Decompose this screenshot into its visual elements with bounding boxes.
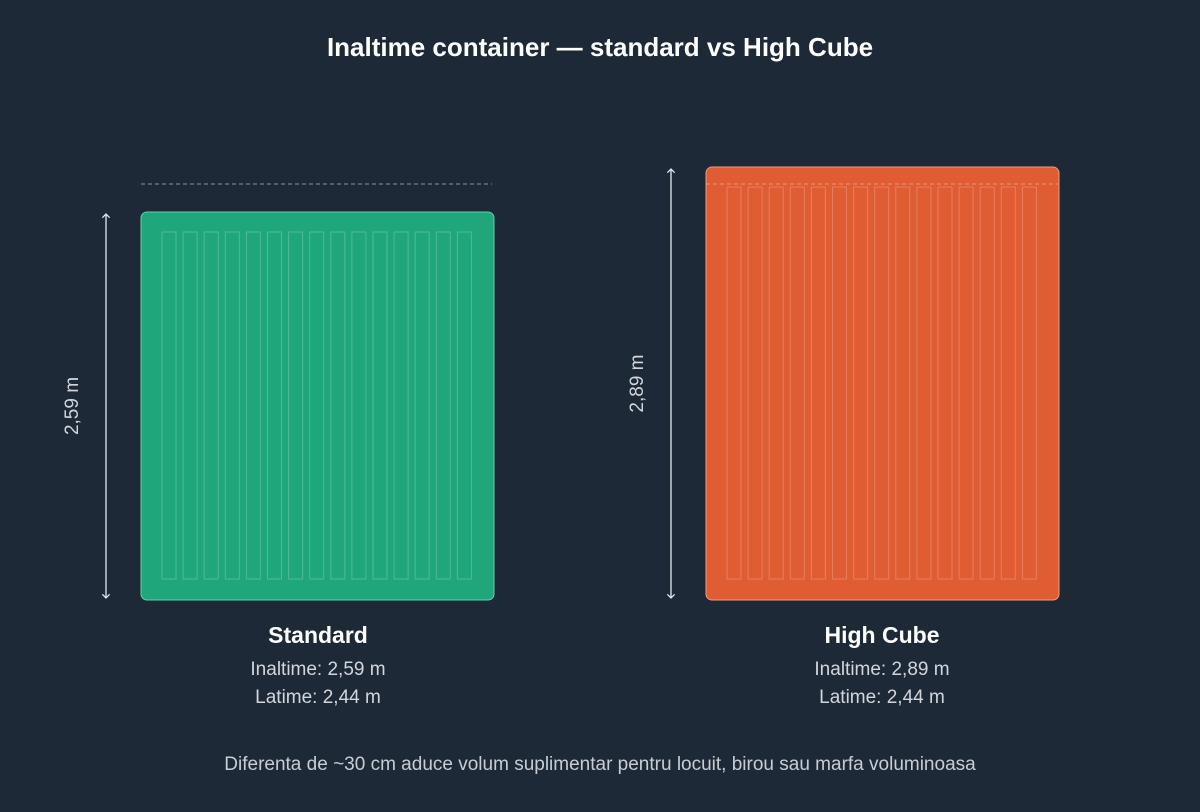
- container-rib: [267, 231, 282, 580]
- container-rib: [203, 231, 219, 580]
- container-rib: [182, 231, 198, 580]
- container-rib: [245, 231, 261, 580]
- container-rib: [414, 231, 430, 580]
- container-rib: [832, 186, 847, 580]
- footer-note: Diferenta de ~30 cm aduce volum suplimen…: [224, 754, 976, 775]
- container-rib: [768, 186, 784, 580]
- container-rib: [747, 186, 763, 580]
- standard-caption-height: Inaltime: 2,59 m: [250, 659, 386, 680]
- container-rib: [937, 186, 953, 580]
- high-cube-container: 2,89 m: [627, 166, 1060, 601]
- standard-container: 2,59 m: [62, 211, 495, 601]
- container-rib: [1000, 186, 1016, 580]
- container-rib: [161, 231, 177, 580]
- container-rib: [874, 186, 890, 580]
- container-rib: [309, 231, 325, 580]
- high-cube-caption-title: High Cube: [824, 622, 940, 648]
- high-cube-caption-width: Latime: 2,44 m: [819, 687, 945, 708]
- page-title: Inaltime container — standard vs High Cu…: [326, 32, 874, 62]
- container-rib: [372, 231, 388, 580]
- container-rib: [853, 186, 869, 580]
- container-rib: [895, 186, 911, 580]
- container-rib: [916, 186, 932, 580]
- standard-container-body: [140, 211, 495, 601]
- container-rib: [1021, 186, 1037, 580]
- high-cube-caption-height: Inaltime: 2,89 m: [814, 659, 950, 680]
- container-rib: [224, 231, 240, 580]
- standard-caption-width: Latime: 2,44 m: [255, 687, 381, 708]
- container-rib: [288, 231, 304, 580]
- standard-height-label: 2,59 m: [62, 377, 83, 435]
- container-rib: [435, 231, 451, 580]
- container-rib: [789, 186, 805, 580]
- high-cube-container-ribs: [726, 186, 1037, 580]
- container-rib: [351, 231, 367, 580]
- container-rib: [726, 186, 742, 580]
- container-rib: [456, 231, 472, 580]
- container-rib: [958, 186, 974, 580]
- high-cube-height-label: 2,89 m: [627, 354, 648, 412]
- standard-caption-title: Standard: [268, 622, 368, 648]
- standard-container-ribs: [161, 231, 472, 580]
- high-cube-container-body: [705, 166, 1060, 601]
- container-rib: [393, 231, 409, 580]
- container-rib: [330, 231, 346, 580]
- container-rib: [810, 186, 826, 580]
- container-rib: [979, 186, 995, 580]
